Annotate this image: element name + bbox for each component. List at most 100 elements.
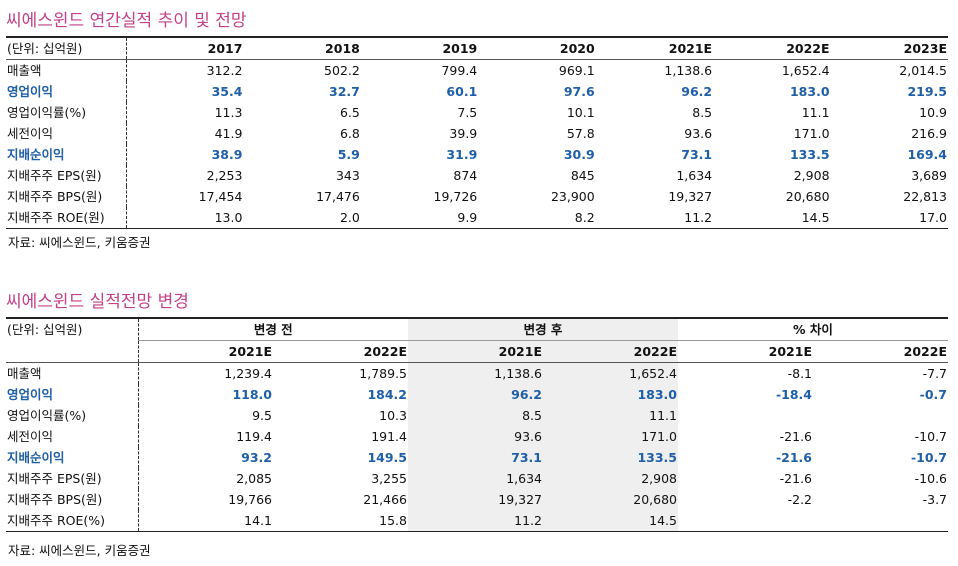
table-cell: 41.9 <box>214 126 243 141</box>
table-row: 지배주주 BPS(원) 17,454 17,476 19,726 23,900 19,32… <box>6 186 948 207</box>
col-header: 2020 <box>559 41 595 56</box>
table-row: 매출액 312.2 502.2 799.4 969.1 1,138.6 1,652.4 2,0… <box>6 59 948 81</box>
table-cell: 118.0 <box>232 387 272 402</box>
table-cell: 31.9 <box>446 147 478 162</box>
col-header: 2023E <box>903 41 947 56</box>
table-cell: 8.5 <box>408 405 543 426</box>
row-label: 지배순이익 <box>6 447 139 468</box>
table-cell: 171.0 <box>793 126 830 141</box>
table1-source: 자료: 씨에스윈드, 키움증권 <box>8 235 151 250</box>
table-cell: 22,813 <box>903 189 947 204</box>
col-header: 2021E <box>228 344 272 359</box>
table-cell: 11.3 <box>214 105 243 120</box>
table-cell: 183.0 <box>789 84 830 99</box>
table-row: 지배주주 BPS(원) 19,766 21,466 19,327 20,680 -2.2 -… <box>6 489 948 510</box>
table-cell: -3.7 <box>922 492 947 507</box>
col-header: 2018 <box>325 41 360 56</box>
table2-source: 자료: 씨에스윈드, 키움증권 <box>8 543 151 558</box>
table-cell: 20,680 <box>785 189 830 204</box>
table-cell: 11.2 <box>684 210 713 225</box>
col-header: 2022E <box>786 41 830 56</box>
group-header-after: 변경 후 <box>408 318 678 341</box>
table-cell: 20,680 <box>543 489 678 510</box>
table-cell: 502.2 <box>324 63 360 78</box>
table-row: 영업이익 118.0 184.2 96.2 183.0 -18.4 -0.7 <box>6 384 948 405</box>
table-cell: 1,652.4 <box>781 63 830 78</box>
row-label: 세전이익 <box>6 426 139 447</box>
row-label: 영업이익 <box>6 384 139 405</box>
table-cell: 38.9 <box>211 147 243 162</box>
table-cell: 93.6 <box>408 426 543 447</box>
table-cell: 39.9 <box>449 126 478 141</box>
table-cell: 17,454 <box>198 189 243 204</box>
table-row: 영업이익률(%) 11.3 6.5 7.5 10.1 8.5 11.1 10.9 <box>6 102 948 123</box>
table-cell: -7.7 <box>922 366 947 381</box>
unit-label: (단위: 십억원) <box>6 318 139 341</box>
table-cell: -21.6 <box>779 429 812 444</box>
table-cell: 1,634 <box>408 468 543 489</box>
table-cell: 183.0 <box>543 384 678 405</box>
table-cell: 19,726 <box>433 189 478 204</box>
table-cell: 57.8 <box>566 126 595 141</box>
table-cell: 96.2 <box>408 384 543 405</box>
table-cell: 1,138.6 <box>664 63 713 78</box>
table-cell: 14.1 <box>244 513 272 528</box>
table-cell: 7.5 <box>457 105 478 120</box>
table-cell: -21.6 <box>779 471 812 486</box>
row-label: 영업이익률(%) <box>6 102 127 123</box>
table-cell: 1,652.4 <box>543 362 678 384</box>
table-row: 지배주주 ROE(원) 13.0 2.0 9.9 8.2 11.2 14.5 17.0 <box>6 207 948 229</box>
table-cell: -10.7 <box>914 429 947 444</box>
table-cell: 11.1 <box>801 105 830 120</box>
table-cell: -2.2 <box>787 492 812 507</box>
col-header: 2017 <box>207 41 243 56</box>
table1-title: 씨에스윈드 연간실적 추이 및 전망 <box>6 11 247 31</box>
table-cell: 21,466 <box>363 492 407 507</box>
table-cell: 6.8 <box>339 126 360 141</box>
row-label: 지배주주 BPS(원) <box>6 186 127 207</box>
table-cell: 96.2 <box>681 84 713 99</box>
table-cell: 216.9 <box>911 126 947 141</box>
table-cell: 2,014.5 <box>899 63 947 78</box>
group-header-diff: % 차이 <box>678 318 948 341</box>
table-cell: -21.6 <box>775 450 812 465</box>
table-cell: 1,634 <box>676 168 713 183</box>
table-row: 지배순이익 38.9 5.9 31.9 30.9 73.1 133.5 169.4 <box>6 144 948 165</box>
table-cell: 73.1 <box>681 147 713 162</box>
table2-title: 씨에스윈드 실적전망 변경 <box>6 292 189 312</box>
table-cell: 845 <box>570 168 595 183</box>
table-cell: -8.1 <box>787 366 812 381</box>
table-cell: 312.2 <box>206 63 243 78</box>
table-cell: 60.1 <box>446 84 478 99</box>
table-cell: 149.5 <box>367 450 407 465</box>
table-cell: -10.7 <box>910 450 947 465</box>
table-cell: 10.3 <box>379 408 407 423</box>
table-row: 세전이익 119.4 191.4 93.6 171.0 -21.6 -10.7 <box>6 426 948 447</box>
table-cell: 9.9 <box>457 210 478 225</box>
table-cell: 17.0 <box>919 210 947 225</box>
row-label: 지배순이익 <box>6 144 127 165</box>
table-cell: 9.5 <box>252 408 272 423</box>
row-label: 세전이익 <box>6 123 127 144</box>
unit-label: (단위: 십억원) <box>6 37 127 60</box>
table-cell: 169.4 <box>907 147 947 162</box>
table-cell: 1,239.4 <box>224 366 272 381</box>
table-cell: 11.1 <box>543 405 678 426</box>
table-row: 지배주주 EPS(원) 2,085 3,255 1,634 2,908 -21.6 -10.… <box>6 468 948 489</box>
table-cell: 5.9 <box>337 147 360 162</box>
table-cell: 1,138.6 <box>408 362 543 384</box>
table-cell <box>813 405 948 426</box>
table-cell: 6.5 <box>339 105 360 120</box>
table-cell: 3,689 <box>911 168 947 183</box>
table-cell: 93.6 <box>684 126 713 141</box>
table-row: 세전이익 41.9 6.8 39.9 57.8 93.6 171.0 216.9 <box>6 123 948 144</box>
table-cell: 2,085 <box>236 471 272 486</box>
table-cell: 97.6 <box>563 84 595 99</box>
table-cell: 23,900 <box>550 189 595 204</box>
table-cell: 191.4 <box>371 429 407 444</box>
table-row: 영업이익 35.4 32.7 60.1 97.6 96.2 183.0 219.5 <box>6 81 948 102</box>
table-cell: 3,255 <box>371 471 407 486</box>
table-cell: 2.0 <box>339 210 360 225</box>
table-cell: 13.0 <box>214 210 243 225</box>
row-label: 매출액 <box>6 362 139 384</box>
